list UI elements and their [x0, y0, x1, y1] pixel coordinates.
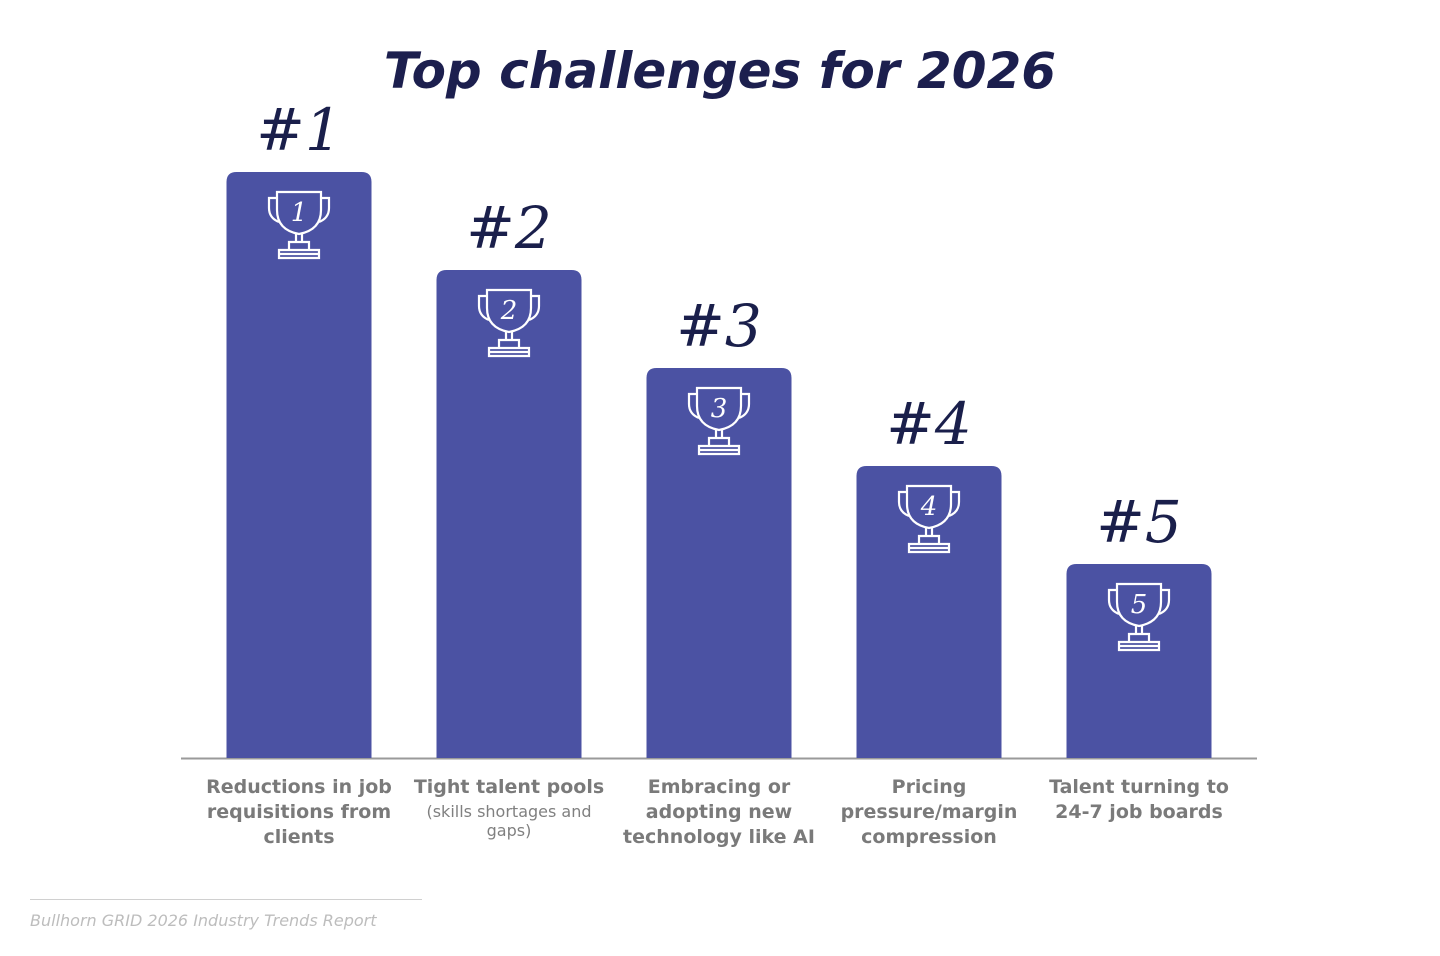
trophy-stem — [487, 332, 531, 358]
category-label: Tight talent pools (skills shortages and … — [409, 775, 609, 840]
trophy-cup — [695, 386, 743, 432]
category-note: (skills shortages and gaps) — [426, 802, 592, 840]
trophy-handles — [687, 392, 751, 420]
trophy-cup — [275, 190, 323, 236]
trophy: 5 — [1107, 582, 1171, 652]
trophy-stem — [697, 430, 741, 456]
trophy-handles — [267, 196, 331, 224]
category-label: Reductions in job requisitions from clie… — [199, 775, 399, 850]
rank-label: #2 — [466, 194, 552, 262]
rank-label: #4 — [886, 390, 972, 458]
trophy: 3 — [687, 386, 751, 456]
rank-label: #3 — [676, 292, 762, 360]
trophy-handles — [477, 294, 541, 322]
trophy-cup — [485, 288, 533, 334]
bar — [646, 368, 792, 758]
bar — [436, 270, 582, 758]
bar — [856, 466, 1002, 758]
trophy: 2 — [477, 288, 541, 358]
trophy-number: 1 — [291, 198, 308, 228]
category-label: Embracing or adopting new technology lik… — [619, 775, 819, 850]
source: Bullhorn GRID 2026 Industry Trends Repor… — [30, 911, 377, 930]
title: Top challenges for 2026 — [383, 42, 1057, 100]
trophy: 1 — [267, 190, 331, 260]
category-text: Tight talent pools — [413, 776, 605, 798]
trophy-handles — [897, 490, 961, 518]
category-text: Pricing pressure/margin compression — [840, 776, 1018, 848]
category-text: Embracing or adopting new technology lik… — [623, 776, 815, 848]
source-rule — [30, 899, 422, 900]
trophy-stem — [1117, 626, 1161, 652]
trophy-number: 4 — [920, 492, 938, 522]
trophy-stem — [277, 234, 321, 260]
rank-label: #1 — [256, 96, 342, 164]
trophy-number: 2 — [500, 296, 518, 326]
trophy-number: 5 — [1131, 590, 1148, 620]
trophy-cup — [1115, 582, 1163, 628]
trophy: 4 — [897, 484, 961, 554]
bar — [1066, 564, 1212, 758]
trophy-number: 3 — [711, 394, 728, 424]
bar — [226, 172, 372, 758]
category-text: Talent turning to 24-7 job boards — [1049, 776, 1229, 823]
category-label: Pricing pressure/margin compression — [829, 775, 1029, 850]
category-text: Reductions in job requisitions from clie… — [206, 776, 392, 848]
trophy-cup — [905, 484, 953, 530]
category-label: Talent turning to 24-7 job boards — [1039, 775, 1239, 825]
rank-label: #5 — [1096, 488, 1182, 556]
trophy-stem — [907, 528, 951, 554]
trophy-handles — [1107, 588, 1171, 616]
